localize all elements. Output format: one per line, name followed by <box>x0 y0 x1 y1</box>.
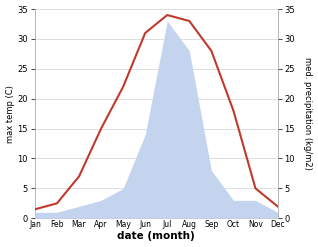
X-axis label: date (month): date (month) <box>117 231 195 242</box>
Y-axis label: med. precipitation (kg/m2): med. precipitation (kg/m2) <box>303 57 313 170</box>
Y-axis label: max temp (C): max temp (C) <box>5 85 15 143</box>
